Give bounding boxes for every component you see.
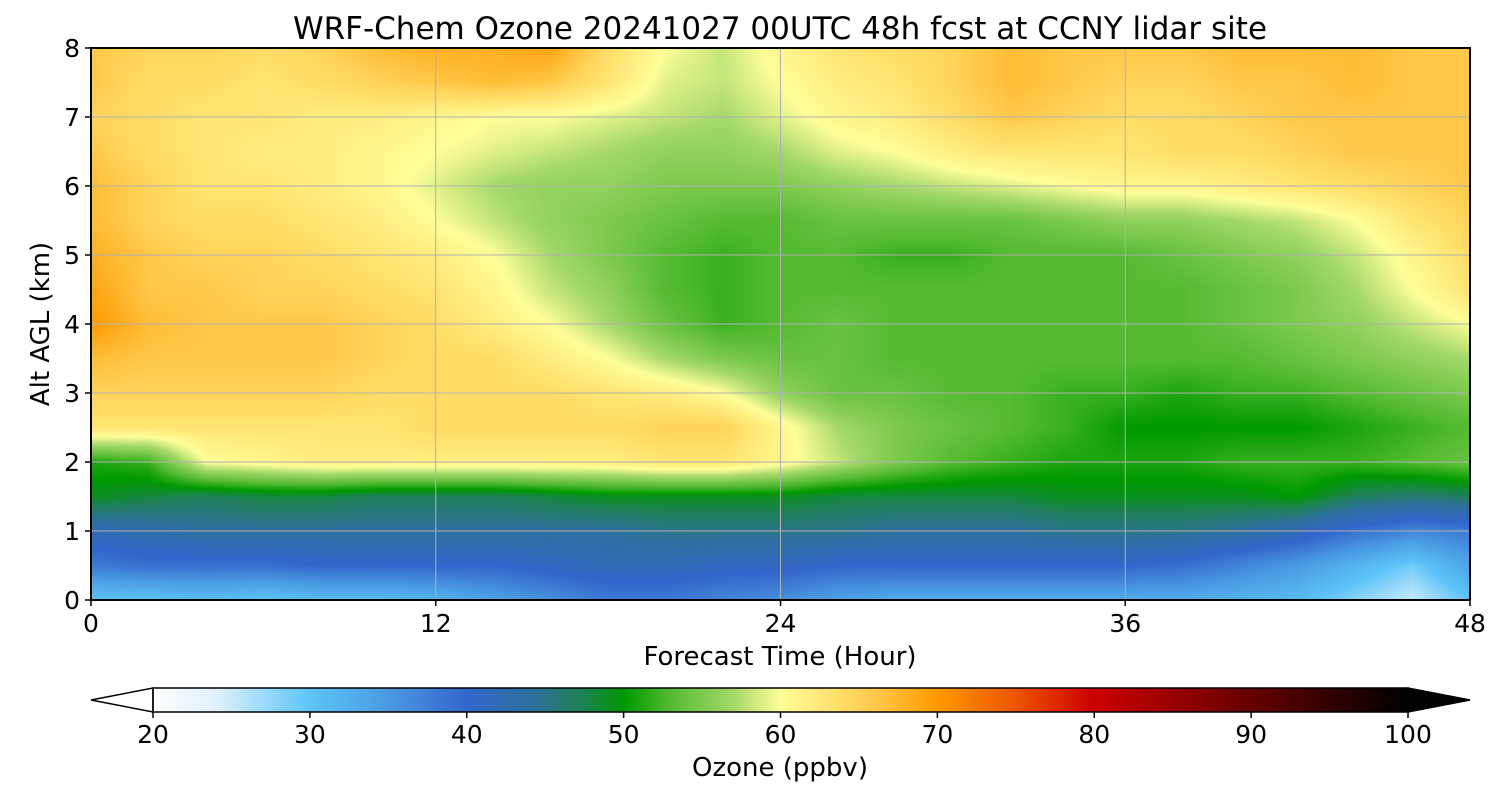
- y-tick-label: 6: [64, 172, 80, 201]
- y-tick-label: 3: [64, 379, 80, 408]
- colorbar: 20 30 40 50 60 70 80 90 100 Ozone (ppbv): [90, 687, 1471, 783]
- y-axis: 0 1 2 3 4 5 6 7 8: [64, 34, 91, 615]
- colorbar-tick-label: 20: [137, 720, 169, 749]
- colorbar-label: Ozone (ppbv): [692, 753, 868, 783]
- colorbar-tick-label: 90: [1235, 720, 1267, 749]
- x-tick-label: 24: [765, 609, 797, 638]
- colorbar-tick-label: 70: [921, 720, 953, 749]
- colorbar-tick-label: 30: [294, 720, 326, 749]
- chart-title: WRF-Chem Ozone 20241027 00UTC 48h fcst a…: [293, 11, 1267, 47]
- colorbar-extend-max: [1407, 687, 1471, 713]
- colorbar-ramp: [153, 688, 1408, 712]
- y-tick-label: 2: [64, 448, 80, 477]
- y-axis-label: Alt AGL (km): [26, 242, 56, 406]
- y-tick-label: 1: [64, 517, 80, 546]
- colorbar-extend-min: [90, 687, 154, 713]
- x-tick-label: 48: [1454, 609, 1486, 638]
- colorbar-tick-label: 60: [765, 720, 797, 749]
- colorbar-tick-label: 100: [1384, 720, 1432, 749]
- y-tick-label: 4: [64, 310, 80, 339]
- x-axis: 0 12 24 36 48: [83, 600, 1486, 638]
- x-axis-label: Forecast Time (Hour): [643, 642, 916, 672]
- x-tick-label: 0: [83, 609, 99, 638]
- y-tick-label: 8: [64, 34, 80, 63]
- colorbar-tick-label: 50: [608, 720, 640, 749]
- colorbar-tick-label: 40: [451, 720, 483, 749]
- grid-lines: [91, 48, 1470, 600]
- x-tick-label: 36: [1109, 609, 1141, 638]
- y-tick-label: 0: [64, 586, 80, 615]
- y-tick-label: 5: [64, 241, 80, 270]
- y-tick-label: 7: [64, 103, 80, 132]
- colorbar-ticks: 20 30 40 50 60 70 80 90 100: [137, 712, 1432, 749]
- x-tick-label: 12: [420, 609, 452, 638]
- colorbar-tick-label: 80: [1078, 720, 1110, 749]
